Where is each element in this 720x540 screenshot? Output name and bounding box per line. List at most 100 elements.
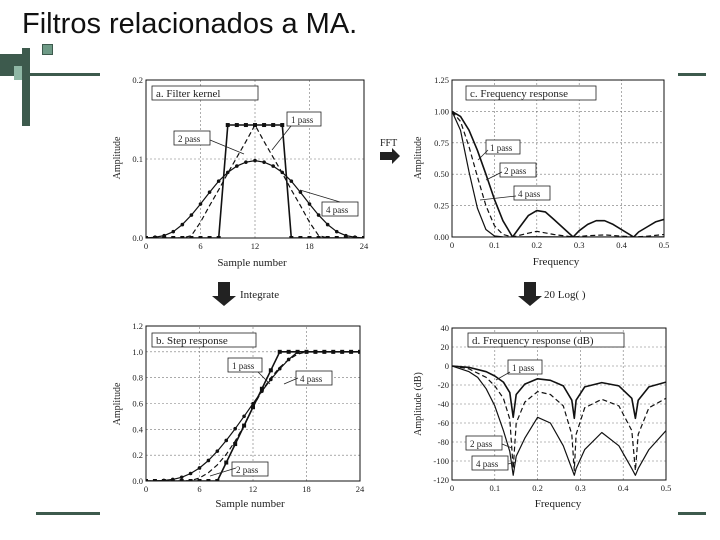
panel-filter-kernel-point-4-pass-14: [271, 164, 275, 168]
panel-filter-kernel-point-4-pass-8: [216, 179, 221, 183]
panel-filter-kernel: 0 6 12 18 24 0.0 0.1 0.2 a. Filter kernel Sampl…: [112, 75, 369, 269]
panel-filter-kernel-point-4-pass-11: [244, 160, 248, 164]
panel-frequency-response-xtick-0-5: 0.5: [659, 240, 670, 250]
panel-filter-kernel-point-1-pass-16: [289, 236, 294, 238]
panel-step-response-point-1-pass-15: [277, 349, 282, 354]
panel-frequency-response-db-xtick-0-5: 0.5: [661, 483, 672, 493]
panel-step-response-ytick-0-4: 0.4: [132, 424, 143, 434]
panel-step-response-xtick-18: 18: [302, 484, 311, 494]
legend-db-1pass: 1 pass: [512, 363, 535, 373]
panel-filter-kernel-point-4-pass-2: [162, 233, 166, 238]
panel-step-response-point-4-pass-19: [313, 350, 318, 354]
panel-filter-kernel-point-4-pass-15: [280, 170, 285, 175]
panel-frequency-response-db-ytick-100: -100: [433, 456, 449, 466]
panel-frequency-response-db-xtick-0-2: 0.2: [532, 483, 543, 493]
panel-frequency-response-ytick-1-25: 1.25: [434, 75, 449, 85]
panel-frequency-response-grid: [451, 79, 665, 238]
panel-frequency-response-db-ytick-20: 20: [441, 342, 450, 352]
panel-filter-kernel-point-4-pass-21: [334, 229, 339, 234]
panel-step-response-point-4-pass-8: [215, 449, 220, 453]
legend-db-2pass: 2 pass: [470, 439, 493, 449]
panel-step-response-point-4-pass-9: [224, 438, 229, 443]
panel-filter-kernel-point-4-pass-19: [316, 213, 321, 217]
panel-frequency-response-xtick-0-3: 0.3: [574, 240, 585, 250]
panel-filter-kernel-point-1-pass-11: [243, 123, 248, 128]
panel-frequency-response-db: 0 0.1 0.2 0.3 0.4 0.5 -120 -100 -80 -60 -40 -20 0 20 4…: [413, 323, 671, 510]
accent-bottom-line-right: [678, 512, 706, 515]
panel-filter-kernel-xtick-12: 12: [251, 241, 260, 251]
panel-step-response-point-4-pass-18: [304, 350, 309, 354]
panel-step-response-xtick-6: 6: [197, 484, 201, 494]
slide-title: Filtros relacionados a MA.: [22, 8, 358, 40]
panel-filter-kernel-xtick-18: 18: [305, 241, 314, 251]
panel-frequency-response: 0 0.1 0.2 0.3 0.4 0.5 0.00 0.25 0.50 0.75 1.00 1.25…: [413, 75, 669, 268]
panel-step-response-point-1-pass-4: [179, 479, 184, 481]
panel-step-response-point-4-pass-11: [242, 414, 246, 419]
panel-frequency-response-db-xlabel: Frequency: [535, 498, 582, 510]
panel-step-response-ytick-1-2: 1.2: [132, 321, 143, 331]
panel-filter-kernel-ytick-0-2: 0.2: [132, 75, 143, 85]
panel-frequency-response-frame: [451, 79, 665, 238]
panel-filter-kernel-point-1-pass-17: [298, 236, 303, 238]
arrow-fft-label: FFT: [380, 138, 397, 149]
panel-filter-kernel-title: a. Filter kernel: [156, 88, 220, 100]
panel-step-response-xtick-24: 24: [356, 484, 365, 494]
panel-filter-kernel-point-4-pass-13: [262, 160, 266, 164]
panel-frequency-response-series-2-pass: [452, 111, 664, 237]
panel-frequency-response-ytick-0-25: 0.25: [434, 201, 449, 211]
panel-frequency-response-db-series-2-pass: [452, 365, 666, 472]
panel-filter-kernel-point-1-pass-12: [253, 123, 257, 128]
panel-frequency-response-db-ticks: 0 0.1 0.2 0.3 0.4 0.5 -120 -100 -80 -60 -40 -20 0 20 4…: [433, 323, 671, 493]
panel-step-response-ticks: 0 6 12 18 24 0.0 0.2 0.4 0.6 0.8 1.0 1.2: [132, 321, 365, 494]
legend-freq-1pass: 1 pass: [490, 143, 513, 153]
arrow-fft: FFT: [380, 138, 400, 164]
panel-step-response-point-4-pass-10: [233, 426, 237, 431]
panel-frequency-response-db-xtick-0-1: 0.1: [489, 483, 500, 493]
panel-filter-kernel-point-4-pass-22: [344, 233, 348, 238]
panel-filter-kernel-point-1-pass-21: [334, 236, 339, 238]
panel-frequency-response-ticks: 0 0.1 0.2 0.3 0.4 0.5 0.00 0.25 0.50 0.75 1.00 1.25: [434, 75, 669, 250]
legend-step-1pass: 1 pass: [232, 361, 255, 371]
panel-step-response-title: b. Step response: [156, 335, 228, 347]
accent-square-small: [42, 44, 53, 55]
legend-kernel-2pass: 2 pass: [178, 134, 201, 144]
panel-frequency-response-db-xtick-0: 0: [450, 483, 454, 493]
panel-filter-kernel-point-1-pass-15: [280, 123, 285, 128]
panel-frequency-response-xtick-0-1: 0.1: [489, 240, 500, 250]
panel-step-response-point-4-pass-17: [295, 350, 300, 354]
panel-filter-kernel-ylabel: Amplitude: [112, 136, 123, 179]
arrow-integrate: Integrate: [212, 282, 279, 306]
panel-frequency-response-db-ytick-20: -20: [438, 380, 449, 390]
panel-filter-kernel-point-4-pass-18: [307, 202, 312, 206]
panel-filter-kernel-point-1-pass-4: [180, 236, 185, 238]
panel-filter-kernel-point-1-pass-5: [189, 236, 194, 238]
panel-frequency-response-db-series-4-pass: [452, 365, 666, 476]
panel-step-response-point-4-pass-2: [162, 478, 166, 481]
panel-frequency-response-db-title: d. Frequency response (dB): [472, 335, 594, 347]
panel-step-response-xtick-0: 0: [144, 484, 148, 494]
panel-filter-kernel-point-4-pass-12: [253, 158, 257, 163]
panel-filter-kernel-point-1-pass-13: [262, 123, 267, 128]
panel-frequency-response-db-ytick-0: 0: [445, 361, 449, 371]
panel-step-response-point-4-pass-15: [277, 366, 282, 371]
panel-filter-kernel-xtick-6: 6: [198, 241, 202, 251]
legend-step-4pass: 4 pass: [300, 374, 323, 384]
panel-filter-kernel-point-4-pass-16: [289, 179, 294, 183]
panel-frequency-response-ytick-0-00: 0.00: [434, 232, 449, 242]
panel-frequency-response-ylabel: Amplitude: [413, 136, 424, 179]
panel-step-response-ylabel: Amplitude: [112, 382, 123, 425]
panel-step-response-point-1-pass-7: [206, 479, 211, 481]
panel-step-response-point-4-pass-23: [349, 350, 353, 354]
panel-frequency-response-xtick-0-2: 0.2: [531, 240, 542, 250]
panel-filter-kernel-point-4-pass-23: [353, 235, 357, 238]
panel-filter-kernel-point-4-pass-1: [153, 235, 157, 238]
panel-frequency-response-ytick-1-00: 1.00: [434, 106, 449, 116]
panel-frequency-response-db-plot-frame: [451, 327, 667, 481]
panel-filter-kernel-point-4-pass-5: [189, 213, 194, 217]
panel-filter-kernel-point-4-pass-7: [207, 190, 212, 194]
legend-db-4pass: 4 pass: [476, 459, 499, 469]
panel-step-response-xlabel: Sample number: [215, 498, 285, 510]
panel-filter-kernel-frame: [145, 79, 365, 239]
legend-kernel-1pass: 1 pass: [291, 115, 314, 125]
panel-step-response-point-1-pass-8: [215, 479, 220, 481]
